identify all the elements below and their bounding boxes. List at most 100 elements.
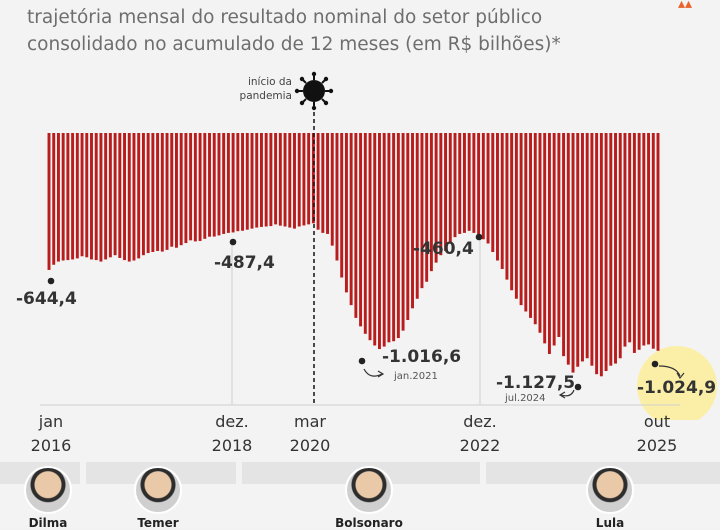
- bar-46: [264, 133, 268, 227]
- bar-102: [529, 133, 532, 318]
- bar-25: [165, 133, 169, 250]
- bar-76: [406, 133, 410, 320]
- marker-jul-2024: [574, 383, 582, 391]
- bar-92: [481, 133, 485, 240]
- bar-61: [335, 133, 339, 261]
- label-jul-2024: -1.127,5: [496, 373, 575, 393]
- bar-107: [552, 133, 556, 346]
- bar-111: [571, 133, 575, 373]
- bar-120: [614, 133, 617, 364]
- bar-2: [56, 133, 60, 262]
- page-title: trajetória mensal do resultado nominal d…: [27, 4, 561, 58]
- label-dez-2018: -487,4: [214, 253, 275, 273]
- bar-69: [373, 133, 377, 346]
- bar-108: [557, 133, 561, 337]
- date-jan-2021: jan.2021: [393, 371, 438, 382]
- bar-97: [505, 133, 509, 280]
- bar-82: [434, 133, 438, 263]
- bar-50: [283, 133, 287, 227]
- bar-100: [519, 133, 523, 306]
- bar-21: [146, 133, 150, 254]
- bar-12: [104, 133, 108, 260]
- bar-47: [269, 133, 273, 227]
- bar-79: [420, 133, 424, 289]
- bar-91: [477, 133, 481, 235]
- bar-94: [491, 133, 495, 252]
- bar-20: [141, 133, 145, 256]
- bar-30: [189, 133, 193, 241]
- bar-66: [359, 133, 363, 327]
- bar-58: [321, 133, 325, 233]
- bar-128: [651, 133, 655, 349]
- bar-85: [448, 133, 452, 244]
- bar-39: [231, 133, 235, 233]
- bar-31: [193, 133, 197, 242]
- x-label-year: 2018: [211, 436, 253, 455]
- x-label-year: 2020: [289, 436, 331, 455]
- bar-99: [514, 133, 518, 299]
- bar-110: [566, 133, 570, 365]
- bar-34: [208, 133, 211, 237]
- x-label-month: jan: [38, 412, 64, 431]
- president-dilma: Dilma: [3, 466, 93, 530]
- avatar: [586, 466, 634, 514]
- marker-dez-2022: [475, 233, 483, 241]
- x-label-out-2025: out 2025: [612, 410, 702, 458]
- bar-28: [179, 133, 183, 246]
- bar-48: [274, 133, 278, 225]
- bar-5: [71, 133, 75, 260]
- label-jan-2016: -644,4: [16, 289, 77, 309]
- bar-121: [618, 133, 622, 359]
- bar-90: [472, 133, 476, 233]
- bar-60: [330, 133, 334, 246]
- bar-36: [217, 133, 221, 236]
- pandemic-label-1: início da: [248, 76, 292, 88]
- bar-52: [293, 133, 296, 229]
- bar-44: [255, 133, 259, 228]
- bar-63: [344, 133, 348, 293]
- president-name: Temer: [137, 516, 179, 530]
- president-name: Bolsonaro: [335, 516, 403, 530]
- bar-53: [297, 133, 301, 227]
- bar-49: [278, 133, 282, 226]
- bar-127: [647, 133, 651, 345]
- bar-32: [198, 133, 202, 241]
- bar-75: [401, 133, 405, 331]
- x-label-month: dez.: [463, 412, 497, 431]
- bar-124: [632, 133, 636, 353]
- bar-86: [453, 133, 457, 238]
- bar-18: [132, 133, 136, 261]
- bar-71: [382, 133, 386, 347]
- bar-98: [510, 133, 514, 291]
- marker-jan-2021: [358, 357, 366, 365]
- bar-118: [604, 133, 608, 371]
- president-temer: Temer: [113, 466, 203, 530]
- bar-37: [222, 133, 226, 234]
- label-jan-2021: -1.016,6: [382, 347, 461, 367]
- bar-10: [94, 133, 98, 261]
- bar-126: [642, 133, 646, 346]
- bar-80: [425, 133, 429, 282]
- bar-78: [415, 133, 419, 299]
- bar-103: [533, 133, 537, 325]
- date-jul-2024: jul.2024: [504, 393, 546, 404]
- bar-9: [90, 133, 93, 260]
- x-label-month: dez.: [215, 412, 249, 431]
- bar-70: [378, 133, 381, 350]
- bar-105: [543, 133, 547, 344]
- bar-83: [439, 133, 443, 256]
- label-out-2025: -1.024,9: [637, 378, 716, 398]
- pandemic-label-2: pandemia: [240, 90, 292, 102]
- bar-84: [444, 133, 448, 251]
- virus-icon: [294, 71, 334, 111]
- bar-chart: início da pandemia -644,4 -487,4 -1.016,…: [16, 71, 717, 420]
- marker-out-2025: [651, 360, 659, 368]
- bar-17: [127, 133, 131, 262]
- bar-123: [628, 133, 632, 343]
- bar-3: [61, 133, 65, 261]
- bar-77: [411, 133, 414, 309]
- bar-116: [595, 133, 599, 375]
- bar-33: [203, 133, 207, 239]
- bar-22: [151, 133, 155, 252]
- bar-6: [75, 133, 79, 259]
